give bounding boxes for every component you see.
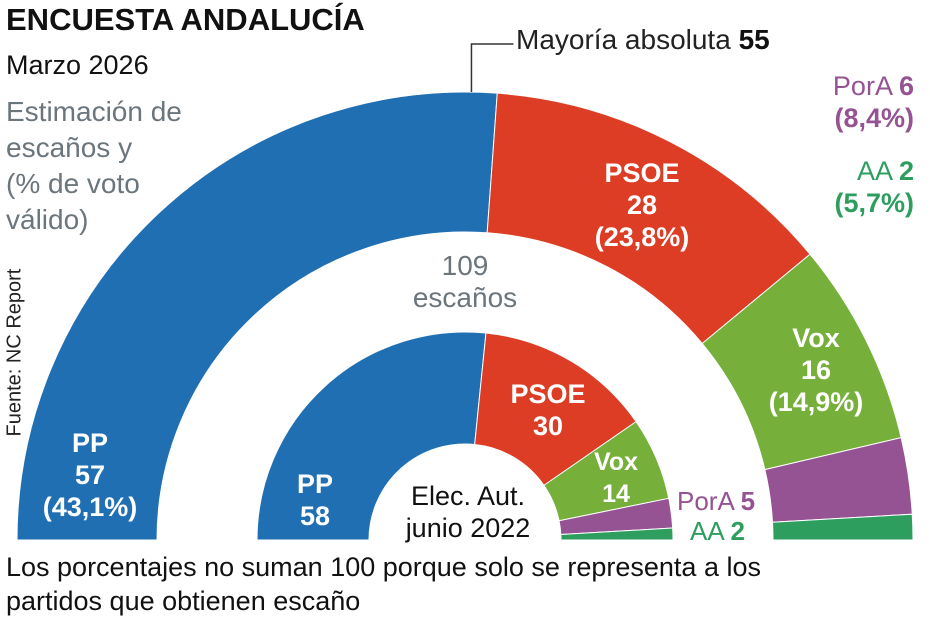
chart-subtitle: Marzo 2026: [6, 50, 149, 80]
total-seats-label: 109 escaños: [412, 250, 518, 313]
footnote: Los porcentajes no suman 100 porque solo…: [6, 552, 761, 616]
label-aa-2026: AA 2 (5,7%): [834, 156, 914, 218]
label-aa-2022: AA 2: [690, 516, 745, 546]
seg-2026-aa: [771, 513, 914, 541]
label-pp-2022: PP 58: [296, 469, 334, 531]
seg-2026-pp: [16, 91, 498, 541]
label-pora-2026: PorA 6 (8,4%): [832, 71, 914, 133]
chart-title: ENCUESTA ANDALUCÍA: [6, 2, 365, 37]
label-vox-2026: Vox 16 (14,9%): [768, 323, 864, 417]
majority-label: Mayoría absoluta 55: [516, 24, 770, 55]
label-psoe-2026: PSOE 28 (23,8%): [594, 158, 690, 252]
label-pp-2026: PP 57 (43,1%): [42, 428, 138, 522]
chart-description: Estimación de escaños y (% de voto válid…: [6, 96, 182, 235]
label-pora-2022: PorA 5: [677, 486, 756, 516]
majority-line: [470, 43, 514, 92]
label-vox-2022: Vox 14: [594, 448, 638, 508]
seg-2022-pp: [256, 331, 487, 541]
series-2022-label: Elec. Aut. junio 2022: [405, 481, 531, 543]
label-psoe-2022: PSOE 30: [510, 379, 586, 441]
seg-2022-aa: [560, 527, 674, 541]
